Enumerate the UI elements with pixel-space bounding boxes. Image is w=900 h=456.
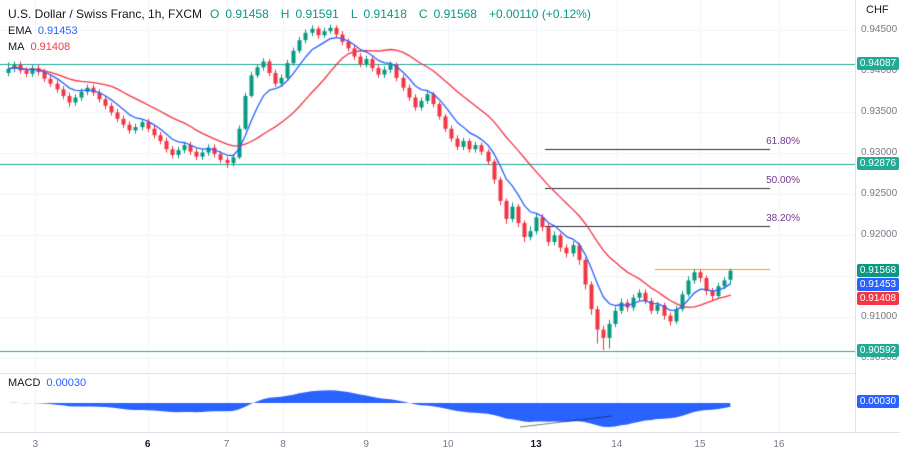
currency-label[interactable]: CHF bbox=[866, 4, 889, 16]
time-axis-label: 10 bbox=[442, 439, 454, 450]
ema-value: 0.91453 bbox=[37, 25, 78, 37]
macd-label: MACD bbox=[8, 377, 41, 389]
macd-value: 0.00030 bbox=[46, 377, 87, 389]
price-tick: 0.94500 bbox=[861, 24, 898, 36]
close-label: C bbox=[418, 7, 428, 21]
chart-legend: U.S. Dollar / Swiss Franc, 1h, FXCM O 0.91… bbox=[8, 6, 597, 54]
price-axis[interactable]: CHF 0.94500 0.94000 0.93500 0.93000 0.92500 0… bbox=[855, 0, 900, 432]
price-tick: 0.93000 bbox=[861, 147, 898, 159]
low-value: 0.91418 bbox=[363, 7, 407, 21]
time-axis-label: 3 bbox=[32, 439, 39, 450]
symbol-title[interactable]: U.S. Dollar / Swiss Franc, 1h, FXCM bbox=[8, 7, 203, 21]
price-badge: 0.91568 bbox=[857, 263, 899, 277]
macd-chart-canvas[interactable] bbox=[0, 373, 855, 432]
low-label: L bbox=[350, 7, 358, 21]
time-axis-label: 9 bbox=[363, 439, 369, 450]
time-axis[interactable]: 3 6 7 8 9 10 13 14 15 16 bbox=[0, 432, 900, 456]
ohlc-values: O 0.91458 H 0.91591 L 0.91418 C 0.91568 +0.00110… bbox=[210, 7, 597, 21]
time-axis-label: 8 bbox=[280, 439, 286, 450]
price-badge: 0.94087 bbox=[857, 57, 899, 71]
fib-level-label: 38.20% bbox=[766, 213, 800, 225]
price-tick: 0.92000 bbox=[861, 229, 898, 241]
time-axis-label: 13 bbox=[530, 439, 542, 450]
price-tick: 0.91000 bbox=[861, 311, 898, 323]
time-axis-label: 15 bbox=[694, 439, 706, 450]
price-tick: 0.94000 bbox=[861, 65, 898, 77]
ema-legend-row[interactable]: EMA 0.91453 bbox=[8, 22, 597, 38]
fib-level-label: 50.00% bbox=[766, 174, 800, 186]
high-value: 0.91591 bbox=[295, 7, 339, 21]
ema-label: EMA bbox=[8, 25, 32, 37]
price-tick: 0.92500 bbox=[861, 188, 898, 200]
price-badge: 0.90592 bbox=[857, 343, 899, 357]
price-badge: 0.92876 bbox=[857, 156, 899, 170]
ma-legend-row[interactable]: MA 0.91408 bbox=[8, 38, 597, 54]
ma-label: MA bbox=[8, 41, 25, 53]
change-value: +0.00110 (+0.12%) bbox=[488, 7, 591, 21]
close-value: 0.91568 bbox=[433, 7, 477, 21]
price-tick: 0.90500 bbox=[861, 352, 898, 364]
time-axis-label: 7 bbox=[223, 439, 230, 450]
time-axis-label: 16 bbox=[773, 439, 785, 450]
macd-badge: 0.00030 bbox=[857, 394, 899, 408]
price-chart-canvas[interactable] bbox=[0, 0, 855, 373]
high-label: H bbox=[280, 7, 290, 21]
price-tick: 0.93500 bbox=[861, 106, 898, 118]
symbol-legend-row[interactable]: U.S. Dollar / Swiss Franc, 1h, FXCM O 0.91… bbox=[8, 6, 597, 22]
open-label: O bbox=[210, 7, 220, 21]
macd-legend-row[interactable]: MACD 0.00030 bbox=[8, 377, 86, 389]
open-value: 0.91458 bbox=[225, 7, 269, 21]
chart-area: U.S. Dollar / Swiss Franc, 1h, FXCM O 0.91… bbox=[0, 0, 855, 432]
price-badge: 0.91408 bbox=[857, 291, 899, 305]
time-axis-label: 6 bbox=[144, 439, 151, 450]
ma-value: 0.91408 bbox=[30, 41, 71, 53]
price-badge: 0.91453 bbox=[857, 277, 899, 291]
fib-level-label: 61.80% bbox=[766, 136, 800, 148]
time-axis-label: 14 bbox=[611, 439, 623, 450]
